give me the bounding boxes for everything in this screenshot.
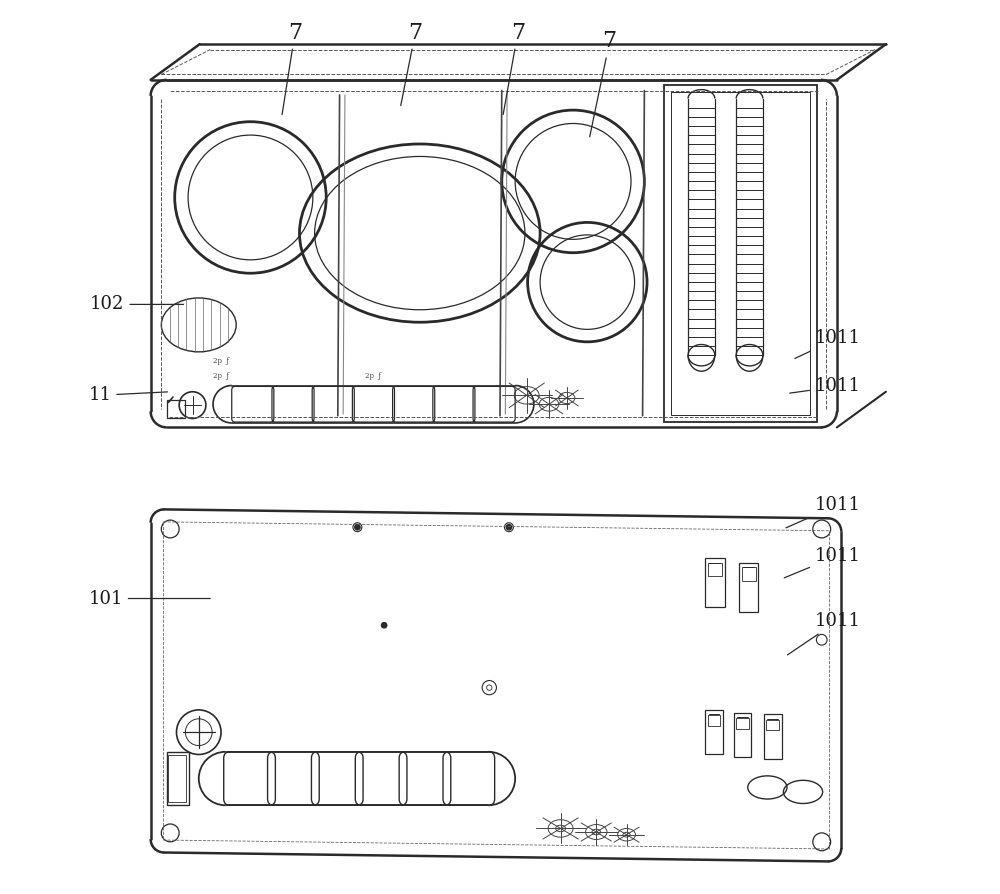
- Text: 102: 102: [90, 295, 184, 314]
- Text: 1011: 1011: [784, 547, 861, 578]
- Bar: [736, 718, 749, 729]
- Text: 7: 7: [503, 21, 525, 114]
- Bar: [664, 85, 817, 422]
- Bar: [705, 710, 723, 755]
- Text: 7: 7: [401, 21, 422, 105]
- Bar: [766, 720, 779, 730]
- Bar: [734, 713, 751, 757]
- Text: 7: 7: [282, 21, 302, 114]
- Text: 1011: 1011: [787, 611, 861, 655]
- Bar: [167, 400, 185, 417]
- Bar: [764, 714, 782, 759]
- Text: 2p  ƒ: 2p ƒ: [213, 373, 229, 380]
- Circle shape: [355, 525, 360, 530]
- Text: 2p  ƒ: 2p ƒ: [365, 373, 381, 380]
- Circle shape: [506, 525, 512, 530]
- Bar: [742, 568, 756, 581]
- Text: 1011: 1011: [795, 329, 861, 358]
- Text: 1011: 1011: [790, 377, 861, 395]
- Bar: [705, 559, 725, 607]
- Text: 101: 101: [88, 589, 210, 608]
- Bar: [708, 563, 722, 577]
- Text: 1011: 1011: [786, 496, 861, 527]
- Bar: [671, 92, 810, 415]
- Circle shape: [381, 622, 387, 628]
- Text: 7: 7: [590, 30, 617, 137]
- Bar: [167, 752, 189, 805]
- Bar: [168, 755, 186, 802]
- Bar: [739, 563, 758, 611]
- Bar: [708, 715, 720, 726]
- Text: 2p  ƒ: 2p ƒ: [213, 358, 229, 366]
- Text: 11: 11: [88, 386, 167, 404]
